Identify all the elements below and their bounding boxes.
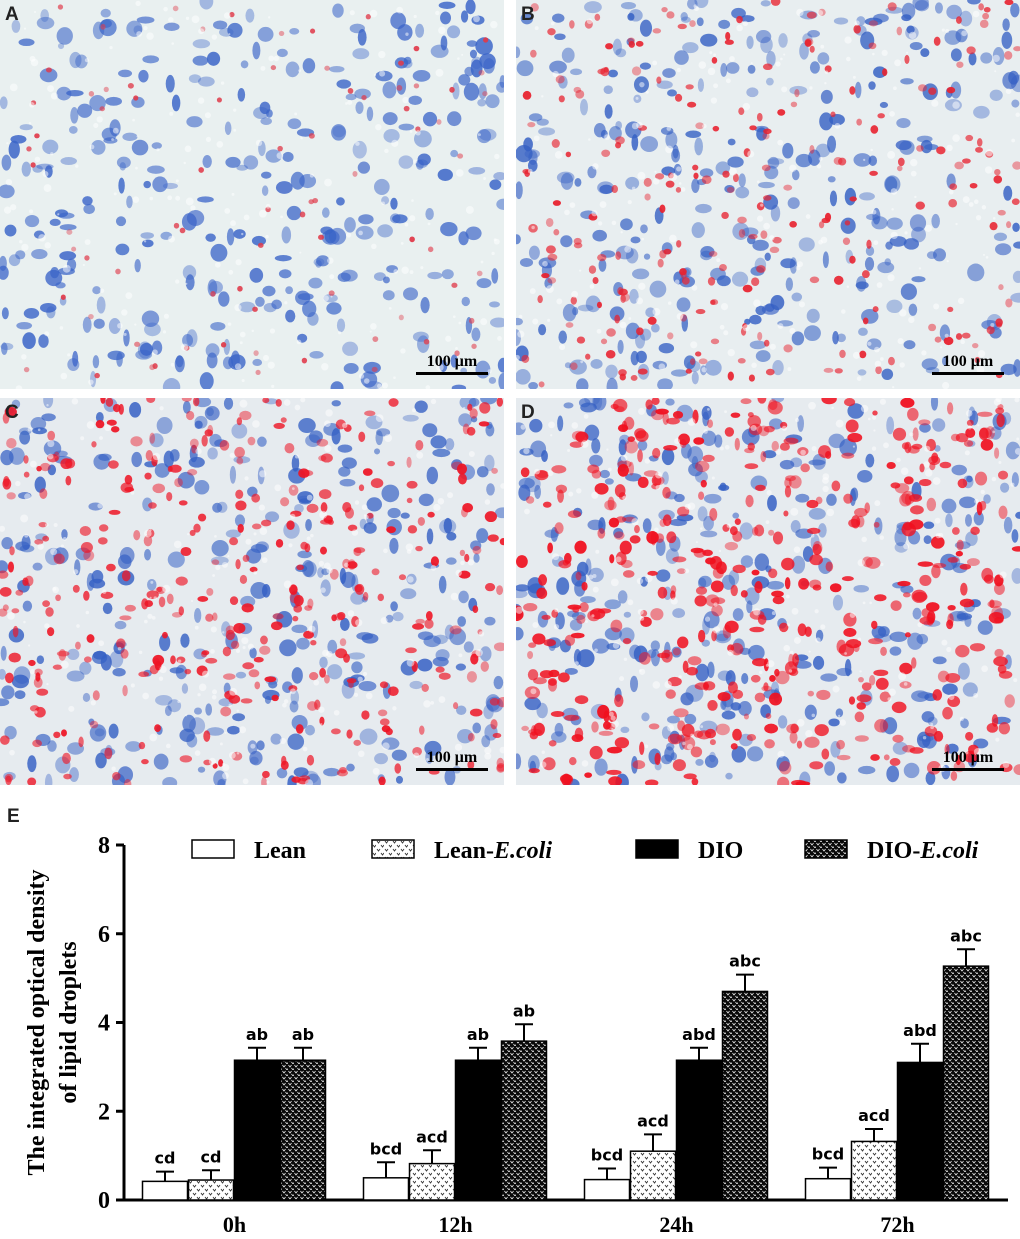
- micrograph-panel-a: A 100 μm: [0, 0, 504, 389]
- panel-label-e: E: [7, 806, 20, 827]
- micrograph-panel-d: D 100 μm: [516, 398, 1020, 785]
- micrograph-c-image: [0, 398, 504, 785]
- scale-bar-b: 100 μm: [932, 353, 1004, 375]
- significance-label: cd: [155, 1149, 176, 1168]
- x-tick-label: 72h: [880, 1212, 914, 1237]
- bar: [187, 1179, 235, 1201]
- bar: [141, 1180, 189, 1201]
- legend-label: DIO: [698, 838, 743, 864]
- panel-label-d: D: [521, 402, 535, 423]
- significance-label: ab: [292, 1025, 314, 1044]
- y-tick-label: 0: [98, 1188, 110, 1214]
- chart-content: 0 2 4 6 8 The integrated optical density of li…: [24, 833, 1008, 1237]
- bar: [896, 1061, 944, 1201]
- scale-bar-c: 100 μm: [416, 749, 488, 771]
- x-tick-label: 0h: [223, 1212, 246, 1237]
- significance-label: abc: [729, 952, 761, 971]
- micrograph-a-image: [0, 0, 504, 389]
- y-tick-label: 4: [98, 1011, 110, 1037]
- y-axis-label-line1: The integrated optical density: [24, 870, 50, 1176]
- x-tick-label: 12h: [438, 1212, 472, 1237]
- legend-label: DIO-E.coli: [867, 838, 979, 864]
- bar: [583, 1178, 631, 1201]
- legend-swatch: [191, 839, 235, 859]
- significance-label: ab: [467, 1025, 489, 1044]
- bar: [408, 1162, 456, 1201]
- bar: [454, 1059, 502, 1201]
- bar: [675, 1059, 723, 1201]
- bar: [629, 1150, 677, 1201]
- scale-bar-b-text: 100 μm: [942, 353, 994, 370]
- significance-label: acd: [637, 1111, 669, 1130]
- legend-swatch: [371, 839, 415, 859]
- panel-label-b: B: [521, 4, 535, 25]
- bar-chart: 0 2 4 6 8 The integrated optical density of li…: [24, 833, 1008, 1237]
- scale-bar-d-text: 100 μm: [942, 749, 994, 766]
- y-axis-label-line2: of lipid droplets: [56, 941, 82, 1103]
- panel-label-a: A: [5, 4, 19, 25]
- significance-label: cd: [201, 1147, 222, 1166]
- y-axis-label: The integrated optical density of lipid d…: [24, 870, 82, 1176]
- y-tick-label: 2: [98, 1099, 110, 1125]
- significance-label: bcd: [591, 1145, 623, 1164]
- micrograph-panel-b: B 100 μm: [516, 0, 1020, 389]
- panel-label-c: C: [5, 402, 19, 423]
- scale-bar-a-text: 100 μm: [426, 353, 478, 370]
- significance-label: bcd: [812, 1145, 844, 1164]
- significance-label: acd: [858, 1106, 890, 1125]
- legend-swatch: [804, 839, 848, 859]
- micrograph-b-image: [516, 0, 1020, 389]
- bar: [279, 1059, 327, 1201]
- bar: [721, 990, 769, 1201]
- significance-label: abd: [903, 1021, 937, 1040]
- significance-label: bcd: [370, 1139, 402, 1158]
- bar: [362, 1177, 410, 1201]
- legend-label: Lean: [254, 838, 306, 864]
- significance-label: abd: [682, 1025, 716, 1044]
- bar: [500, 1040, 548, 1201]
- legend-label: Lean-E.coli: [434, 838, 552, 864]
- significance-label: ab: [246, 1025, 268, 1044]
- scale-bar-a: 100 μm: [416, 353, 488, 375]
- scale-bar-d: 100 μm: [932, 749, 1004, 771]
- scale-bar-c-text: 100 μm: [426, 749, 478, 766]
- micrograph-panel-c: C 100 μm: [0, 398, 504, 785]
- x-tick-label: 24h: [659, 1212, 693, 1237]
- bar: [233, 1059, 281, 1201]
- significance-label: abc: [950, 926, 982, 945]
- bar: [850, 1140, 898, 1201]
- significance-label: ab: [513, 1001, 535, 1020]
- y-tick-label: 8: [98, 833, 110, 859]
- bar: [942, 965, 990, 1201]
- y-tick-label: 6: [98, 922, 110, 948]
- bar: [804, 1177, 852, 1201]
- legend-swatch: [635, 839, 679, 859]
- significance-label: acd: [416, 1127, 448, 1146]
- micrograph-d-image: [516, 398, 1020, 785]
